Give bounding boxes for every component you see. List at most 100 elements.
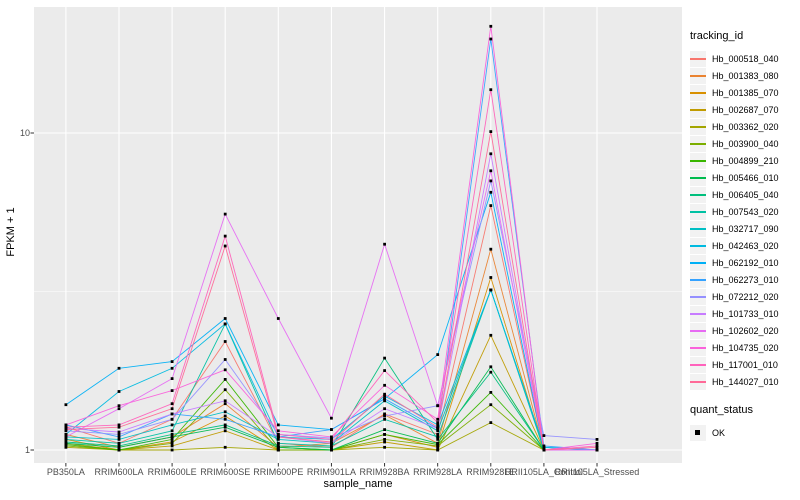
- legend-entry-Hb_006405_040: Hb_006405_040: [690, 186, 800, 203]
- data-point-marker: [436, 404, 440, 408]
- legend-key: [690, 84, 706, 101]
- data-point-marker: [223, 445, 227, 449]
- data-point-marker: [64, 433, 68, 436]
- legend-entry-Hb_104735_020: Hb_104735_020: [690, 339, 800, 356]
- legend-entry-Hb_042463_020: Hb_042463_020: [690, 237, 800, 254]
- data-point-marker: [64, 440, 68, 444]
- line-swatch-icon: [690, 380, 706, 383]
- legend-key: [690, 152, 706, 169]
- legend-key: [690, 186, 706, 203]
- data-point-marker: [489, 152, 493, 156]
- legend-entry-Hb_102602_020: Hb_102602_020: [690, 322, 800, 339]
- data-point-marker: [436, 429, 440, 433]
- data-point-marker: [489, 24, 493, 28]
- line-swatch-icon: [690, 227, 706, 230]
- legend-key: [690, 50, 706, 67]
- legend-label: Hb_032717_090: [712, 223, 779, 234]
- legend-key: [690, 237, 706, 254]
- gridlines: [34, 7, 682, 463]
- legend-panel: tracking_id Hb_000518_040 Hb_001383_080 Hb…: [690, 30, 800, 441]
- legend-entry-Hb_002687_070: Hb_002687_070: [690, 101, 800, 118]
- data-point-marker: [436, 421, 440, 424]
- data-point-marker: [489, 179, 493, 183]
- data-point-marker: [117, 366, 121, 370]
- data-point-marker: [276, 448, 280, 452]
- quant-status-legend-entry: OK: [690, 424, 800, 441]
- data-point-marker: [170, 441, 174, 445]
- quant-status-legend-key: [690, 424, 706, 441]
- legend-label: Hb_062192_010: [712, 257, 779, 268]
- legend-label: Hb_101733_010: [712, 308, 779, 319]
- legend-label: Hb_102602_020: [712, 325, 779, 336]
- data-point-marker: [223, 388, 227, 392]
- data-point-marker: [276, 317, 280, 320]
- data-point-marker: [595, 445, 599, 449]
- legend-key: [690, 220, 706, 237]
- data-point-marker: [223, 425, 227, 429]
- legend-entry-Hb_032717_090: Hb_032717_090: [690, 220, 800, 237]
- data-point-marker: [223, 212, 227, 216]
- data-point-marker: [595, 441, 599, 445]
- data-point-marker: [542, 444, 546, 448]
- data-point-marker: [595, 438, 599, 441]
- legend-label: Hb_004899_210: [712, 155, 779, 166]
- data-point-marker: [489, 391, 493, 394]
- data-point-marker: [383, 392, 386, 396]
- data-point-marker: [117, 404, 121, 408]
- tracking-id-legend-entries: Hb_000518_040 Hb_001383_080 Hb_001385_070 H…: [690, 50, 800, 390]
- data-point-marker: [383, 383, 386, 387]
- data-point-marker: [436, 441, 440, 445]
- data-point-marker: [276, 435, 280, 439]
- data-point-marker: [383, 440, 386, 444]
- data-point-marker: [383, 356, 386, 360]
- data-point-marker: [64, 428, 68, 431]
- data-point-marker: [383, 394, 386, 398]
- data-point-marker: [170, 402, 174, 406]
- data-point-marker: [489, 37, 493, 41]
- data-point-marker: [330, 448, 333, 452]
- legend-label: Hb_003362_020: [712, 121, 779, 132]
- legend-entry-Hb_004899_210: Hb_004899_210: [690, 152, 800, 169]
- line-swatch-icon: [690, 312, 706, 315]
- data-point-marker: [170, 448, 174, 452]
- data-point-marker: [223, 317, 227, 320]
- legend-entry-Hb_062192_010: Hb_062192_010: [690, 254, 800, 271]
- line-swatch-icon: [690, 91, 706, 94]
- legend-key: [690, 339, 706, 356]
- data-point-marker: [383, 399, 386, 403]
- line-swatch-icon: [690, 142, 706, 145]
- legend-entry-Hb_062273_010: Hb_062273_010: [690, 271, 800, 288]
- data-point-marker: [223, 244, 227, 248]
- data-point-marker: [170, 444, 174, 448]
- legend-key: [690, 254, 706, 271]
- data-point-marker: [223, 410, 227, 414]
- line-swatch-icon: [690, 261, 706, 264]
- data-point-marker: [436, 353, 440, 356]
- legend-entry-Hb_003900_040: Hb_003900_040: [690, 135, 800, 152]
- data-point-marker: [117, 438, 121, 441]
- data-point-marker: [489, 333, 493, 337]
- legend-label: Hb_002687_070: [712, 104, 779, 115]
- data-point-marker: [436, 417, 440, 421]
- data-point-marker: [542, 434, 546, 437]
- data-point-marker: [330, 416, 333, 420]
- data-point-marker: [117, 444, 121, 448]
- data-point-marker: [489, 247, 493, 251]
- legend-key: [690, 67, 706, 84]
- data-point-marker: [489, 204, 493, 207]
- legend-entry-Hb_000518_040: Hb_000518_040: [690, 50, 800, 67]
- data-point-marker: [170, 423, 174, 427]
- line-swatch-icon: [690, 159, 706, 162]
- data-point-marker: [223, 322, 227, 326]
- data-point-marker: [383, 414, 386, 418]
- data-point-marker: [276, 429, 280, 433]
- data-point-marker: [64, 438, 68, 441]
- data-point-marker: [170, 438, 174, 441]
- data-point-marker: [595, 448, 599, 452]
- legend-label: Hb_007543_020: [712, 206, 779, 217]
- data-point-marker: [330, 435, 333, 439]
- data-point-marker: [223, 414, 227, 418]
- tracking-id-legend-title: tracking_id: [690, 30, 744, 42]
- line-swatch-icon: [690, 295, 706, 298]
